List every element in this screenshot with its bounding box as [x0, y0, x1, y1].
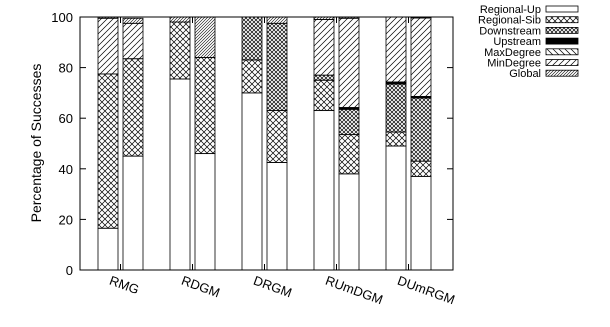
legend-swatch-downstream — [545, 26, 579, 34]
legend-swatch-mindegree — [545, 59, 579, 66]
bar-segment-rumdgm-2-regional-sib — [338, 134, 360, 175]
y-tick-label-60: 60 — [59, 111, 73, 126]
bar-segment-rmg-1-regional-sib — [97, 73, 119, 229]
bar-segment-rumdgm-1-mindegree — [313, 19, 335, 76]
x-category-label-rdgm: RDGM — [179, 273, 221, 301]
bar-segment-dumrgm-2-regional-sib — [410, 160, 432, 177]
legend-label-global: Global — [509, 68, 541, 80]
legend-label-mindegree: MinDegree — [487, 58, 541, 70]
bar-segment-rmg-1-mindegree — [97, 17, 119, 75]
legend-label-downstream: Downstream — [479, 25, 541, 37]
x-category-label-rmg: RMG — [107, 273, 141, 297]
bar-segment-rdgm-1-regional-up — [169, 78, 191, 271]
y-axis-title: Percentage of Successes — [28, 64, 44, 223]
legend-swatch-regional-up — [545, 5, 579, 13]
legend-label-regional-up: Regional-Up — [480, 4, 541, 16]
bar-segment-dumrgm-1-regional-up — [385, 145, 407, 271]
legend-label-regional-sib: Regional-Sib — [478, 15, 541, 27]
legend-swatch-maxdegree — [545, 48, 579, 56]
bar-segment-dumrgm-2-downstream — [410, 97, 432, 162]
y-axis: 0 20 40 60 80 100 — [51, 10, 453, 278]
x-category-label-drgm: DRGM — [251, 273, 293, 301]
bar-segment-rdgm-1-global — [169, 16, 191, 23]
bar-segment-dumrgm-1-mindegree — [385, 16, 407, 83]
y-tick-label-0: 0 — [66, 263, 73, 278]
y-tick-label-80: 80 — [59, 61, 73, 76]
bar-segment-rmg-2-regional-up — [122, 155, 144, 271]
bar-segment-rumdgm-2-downstream — [338, 108, 360, 136]
bar-segment-dumrgm-1-downstream — [385, 83, 407, 133]
plot-area — [79, 16, 454, 271]
x-category-label-rumdgm: RUmDGM — [323, 273, 384, 308]
bar-segment-drgm-1-regional-up — [241, 92, 263, 271]
bar-segment-drgm-1-downstream — [241, 16, 263, 61]
legend: Regional-UpRegional-SibDownstreamUpstrea… — [478, 4, 579, 80]
bar-segment-dumrgm-1-regional-sib — [385, 131, 407, 147]
bar-segment-rdgm-2-regional-up — [194, 153, 216, 271]
bar-segment-rmg-2-regional-sib — [122, 58, 144, 157]
bar-segment-drgm-2-global — [266, 16, 288, 24]
bar-segment-rdgm-2-global — [194, 16, 216, 58]
bar-segment-drgm-1-regional-sib — [241, 59, 263, 94]
bar-segment-rumdgm-2-regional-up — [338, 173, 360, 271]
y-tick-label-100: 100 — [51, 10, 73, 25]
bar-segment-rdgm-2-regional-sib — [194, 57, 216, 155]
bar-segment-drgm-2-regional-sib — [266, 110, 288, 163]
bar-segment-rumdgm-1-downstream — [313, 74, 335, 81]
bar-segment-rumdgm-1-regional-sib — [313, 79, 335, 112]
bar-segment-rumdgm-1-regional-up — [313, 110, 335, 271]
bar-segment-rdgm-1-regional-sib — [169, 21, 191, 80]
y-tick-label-20: 20 — [59, 212, 73, 227]
legend-swatch-regional-sib — [545, 16, 579, 24]
legend-swatch-upstream — [545, 37, 579, 45]
legend-swatch-global — [545, 69, 579, 77]
bar-segment-drgm-2-downstream — [266, 22, 288, 112]
x-category-label-dumrgm: DUmRGM — [395, 273, 456, 308]
bar-segment-drgm-2-regional-up — [266, 162, 288, 271]
plot-frame — [79, 16, 454, 271]
bar-segment-rumdgm-2-mindegree — [338, 17, 360, 108]
bar-segment-dumrgm-2-mindegree — [410, 17, 432, 97]
bar-segment-rmg-2-global — [122, 17, 144, 24]
legend-label-maxdegree: MaxDegree — [484, 47, 541, 59]
legend-label-upstream: Upstream — [493, 36, 541, 48]
bar-segment-dumrgm-2-regional-up — [410, 175, 432, 271]
y-tick-label-40: 40 — [59, 162, 73, 177]
bar-segment-rmg-2-mindegree — [122, 22, 144, 60]
bar-segment-rmg-1-regional-up — [97, 227, 119, 271]
